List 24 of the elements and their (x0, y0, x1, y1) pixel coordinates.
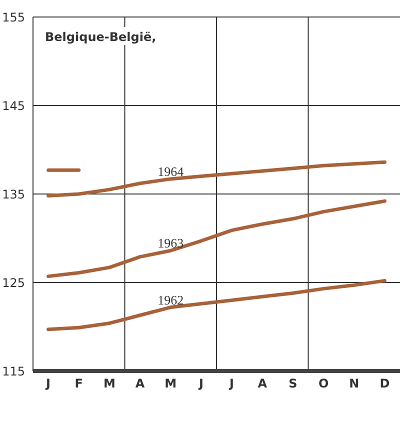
x-tick-label: J (198, 376, 204, 391)
x-tick-label: A (258, 376, 268, 391)
x-tick-label: J (45, 376, 51, 391)
x-tick-label: M (103, 376, 116, 391)
x-tick-label: M (164, 376, 177, 391)
y-tick-label: 145 (2, 98, 25, 113)
x-tick-label: N (349, 376, 360, 391)
series-label: 1964 (158, 164, 184, 179)
text: Belgique-België, (45, 30, 156, 44)
line-series (46, 278, 386, 332)
x-tick-label: S (288, 376, 298, 391)
x-tick-label: D (380, 376, 390, 391)
x-tick-label: O (318, 376, 329, 391)
y-tick-label: 155 (2, 10, 25, 24)
y-tick-label: 115 (2, 364, 25, 378)
series-label: 1963 (158, 236, 184, 251)
series-label: 1962 (158, 292, 184, 308)
x-tick-label: A (135, 376, 146, 391)
x-tick-label: J (228, 376, 234, 391)
line-series (46, 199, 386, 278)
x-tick-label: F (74, 376, 83, 391)
y-tick-label: 125 (2, 276, 25, 290)
y-tick-label: 135 (2, 187, 25, 202)
line-series (46, 160, 386, 198)
